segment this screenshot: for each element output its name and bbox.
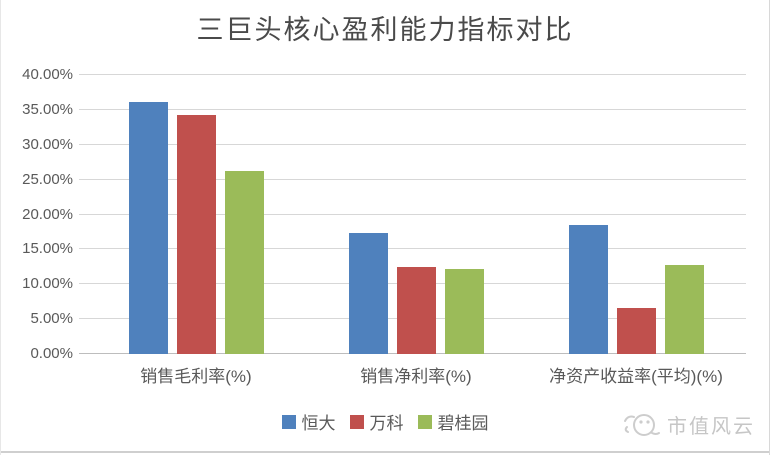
watermark-text: 市值风云 xyxy=(667,416,755,438)
bar xyxy=(176,114,216,354)
x-category-label: 销售净利率(%) xyxy=(360,367,472,386)
legend-swatch xyxy=(281,414,296,429)
legend-label: 万科 xyxy=(369,414,404,433)
y-axis: 0.00% 5.00% 10.00% 15.00% 20.00% 25.00% 30.00%… xyxy=(1,66,73,362)
x-category-label: 净资产收益率(平均)(%) xyxy=(549,367,723,386)
y-tick-label: 5.00% xyxy=(30,310,73,328)
bar-group xyxy=(86,75,306,354)
legend-item: 碧桂园 xyxy=(417,409,489,434)
legend-item: 恒大 xyxy=(281,409,336,434)
bar xyxy=(128,102,168,354)
plot-area xyxy=(79,74,746,354)
legend-label: 恒大 xyxy=(301,414,336,433)
bar xyxy=(224,170,264,354)
y-tick-label: 30.00% xyxy=(22,135,73,153)
legend-swatch xyxy=(349,414,364,429)
y-tick-label: 35.00% xyxy=(22,100,73,118)
y-tick-label: 25.00% xyxy=(22,170,73,188)
y-tick-label: 40.00% xyxy=(22,66,73,83)
x-axis-labels: 销售毛利率(%) 销售净利率(%) 净资产收益率(平均)(%) xyxy=(86,362,746,387)
bar xyxy=(616,307,656,354)
gridline xyxy=(79,213,746,215)
bottom-divider xyxy=(1,451,769,453)
y-tick-label: 10.00% xyxy=(22,275,73,293)
gridline xyxy=(79,248,746,250)
bar xyxy=(664,264,704,354)
bar-group xyxy=(306,75,526,354)
gridline xyxy=(79,178,746,180)
legend-item: 万科 xyxy=(349,409,404,434)
mascot-logo-icon xyxy=(624,413,660,436)
bar xyxy=(444,268,484,354)
gridline xyxy=(79,108,746,110)
bar xyxy=(396,266,436,354)
bar xyxy=(568,224,608,354)
bar-group xyxy=(526,75,746,354)
gridline xyxy=(79,74,746,75)
x-category-label: 销售毛利率(%) xyxy=(140,367,252,386)
gridline xyxy=(79,143,746,145)
y-tick-label: 0.00% xyxy=(30,345,73,362)
legend-label: 碧桂园 xyxy=(437,414,489,433)
y-tick-label: 15.00% xyxy=(22,240,73,258)
legend-swatch xyxy=(417,414,432,429)
bar xyxy=(348,233,388,354)
y-tick-label: 20.00% xyxy=(22,205,73,223)
legend: 恒大 万科 碧桂园 xyxy=(1,409,769,434)
chart-title: 三巨头核心盈利能力指标对比 xyxy=(196,15,574,45)
watermark: 市值风云 xyxy=(621,410,755,439)
